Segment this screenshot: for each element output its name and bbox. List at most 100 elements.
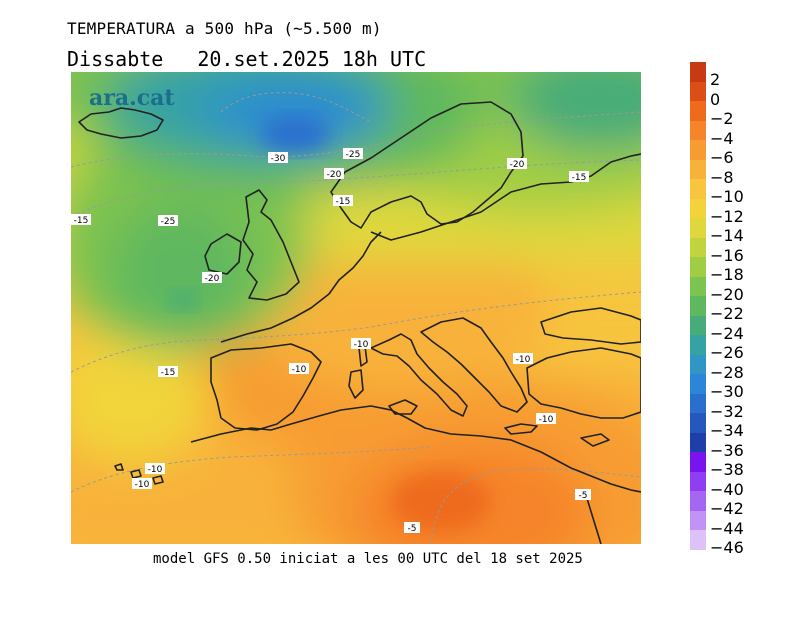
svg-text:-10: -10 (354, 340, 369, 350)
colorbar-label: −38 (710, 460, 744, 479)
north-africa-coast (190, 405, 641, 493)
balkans-outline (420, 317, 528, 413)
svg-text:-15: -15 (74, 216, 89, 226)
colorbar-swatch (690, 120, 706, 140)
temperature-map: ara.cat -30 -25 -20 -15 -20 -15 -15 -25 … (71, 72, 641, 544)
colorbar-label: −40 (710, 479, 744, 499)
colorbar-swatch (690, 81, 706, 101)
svg-text:-10: -10 (292, 365, 307, 375)
colorbar-swatch (690, 315, 706, 335)
colorbar-swatch (690, 276, 706, 296)
day-label: Dissabte (67, 47, 164, 71)
datetime-label: 20.set.2025 18h UTC (197, 47, 427, 71)
contour-label: -15 (569, 171, 589, 183)
svg-text:-15: -15 (161, 368, 176, 378)
model-run-caption: model GFS 0.50 iniciat a les 00 UTC del … (153, 551, 583, 567)
canary-islands (114, 463, 164, 485)
colorbar-label: −34 (710, 421, 744, 440)
contour-label: -15 (158, 366, 178, 378)
svg-text:-20: -20 (510, 160, 525, 170)
colorbar-swatch (690, 179, 706, 199)
colorbar-swatch (690, 452, 706, 472)
contour-label: -20 (324, 168, 344, 180)
colorbar-label: −44 (710, 518, 744, 538)
sardinia-outline (348, 369, 364, 399)
contour-labels: -30 -25 -20 -15 -20 -15 -15 -25 -20 -15 … (71, 148, 591, 534)
baltic-coast (370, 153, 641, 241)
crete-outline (504, 423, 538, 435)
contour-label: -25 (158, 215, 178, 227)
colorbar-label: −46 (710, 538, 744, 557)
colorbar-swatch (690, 159, 706, 179)
britain-outline (242, 189, 300, 301)
contour-label: -10 (145, 463, 165, 475)
black-sea-outline (540, 307, 641, 345)
colorbar-swatch (690, 198, 706, 218)
red-sea-coast (584, 491, 602, 544)
colorbar-swatch (690, 393, 706, 413)
colorbar-swatch (690, 413, 706, 433)
svg-text:-10: -10 (135, 480, 150, 490)
colorbar-swatch (690, 374, 706, 394)
svg-text:-15: -15 (336, 197, 351, 207)
colorbar-label: −24 (710, 323, 744, 343)
colorbar-label: −6 (710, 148, 734, 167)
colorbar-label: −42 (710, 499, 744, 518)
sicily-outline (388, 399, 418, 415)
svg-text:-5: -5 (579, 491, 588, 501)
svg-text:-25: -25 (346, 150, 361, 160)
colorbar-swatch (690, 140, 706, 160)
colorbar-swatch (690, 491, 706, 511)
contour-label: -15 (71, 214, 91, 226)
colorbar-label: −22 (710, 304, 744, 323)
colorbar-label: −14 (710, 226, 744, 245)
contour-label: -20 (507, 158, 527, 170)
svg-text:-10: -10 (516, 355, 531, 365)
svg-text:-15: -15 (572, 173, 587, 183)
contour-label: -30 (268, 152, 288, 164)
svg-text:-30: -30 (271, 154, 286, 164)
colorbar-label: −28 (710, 362, 744, 382)
contour-label: -10 (513, 353, 533, 365)
colorbar-label: −12 (710, 206, 744, 226)
contour-label: -15 (333, 195, 353, 207)
colorbar-label: −16 (710, 245, 744, 265)
contour-label: -10 (351, 338, 371, 350)
svg-text:-10: -10 (539, 415, 554, 425)
colorbar-swatch (690, 335, 706, 355)
svg-text:-20: -20 (205, 274, 220, 284)
turkey-outline (526, 347, 641, 419)
colorbar-label: −8 (710, 167, 734, 187)
colorbar-label: −2 (710, 109, 734, 128)
iceland-outline (78, 107, 164, 139)
contour-label: -20 (202, 272, 222, 284)
colorbar-swatch (690, 101, 706, 121)
colorbar-swatch (690, 354, 706, 374)
scandinavia-outline (330, 101, 524, 229)
colorbar-label: −36 (710, 440, 744, 460)
colorbar-label: −4 (710, 128, 734, 148)
colorbar-swatch (690, 296, 706, 316)
contour-label: -5 (404, 522, 420, 534)
valid-time: Dissabte 20.set.2025 18h UTC (67, 47, 426, 71)
svg-text:-5: -5 (408, 524, 417, 534)
logo: ara.cat (89, 85, 175, 111)
contour-label: -10 (132, 478, 152, 490)
colorbar-swatch (690, 237, 706, 257)
italy-outline (370, 333, 468, 417)
colorbar-label: −26 (710, 343, 744, 362)
iberia-outline (210, 343, 322, 431)
map-title: TEMPERATURA a 500 hPa (~5.500 m) (67, 19, 382, 38)
contour-label: -10 (536, 413, 556, 425)
colorbar-swatch (690, 530, 706, 550)
ireland-outline (204, 233, 242, 275)
colorbar-label: 0 (710, 89, 721, 109)
svg-text:-25: -25 (161, 217, 176, 227)
colorbar-swatch (690, 471, 706, 491)
coastlines (78, 101, 641, 544)
colorbar (690, 62, 706, 550)
colorbar-swatch (690, 510, 706, 530)
colorbar-swatch (690, 257, 706, 277)
colorbar-label: −10 (710, 187, 744, 206)
svg-text:-20: -20 (327, 170, 342, 180)
